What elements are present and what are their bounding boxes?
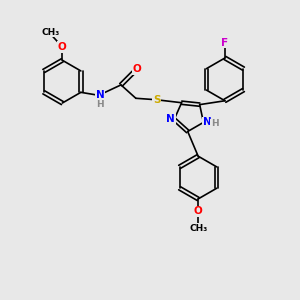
Text: O: O bbox=[194, 206, 203, 216]
Text: N: N bbox=[96, 90, 104, 100]
Text: N: N bbox=[202, 117, 211, 128]
Text: O: O bbox=[58, 42, 67, 52]
Text: H: H bbox=[211, 119, 219, 128]
Text: CH₃: CH₃ bbox=[189, 224, 207, 233]
Text: S: S bbox=[153, 95, 160, 105]
Text: F: F bbox=[221, 38, 229, 47]
Text: H: H bbox=[96, 100, 104, 109]
Text: CH₃: CH₃ bbox=[41, 28, 60, 37]
Text: N: N bbox=[166, 114, 175, 124]
Text: O: O bbox=[133, 64, 141, 74]
